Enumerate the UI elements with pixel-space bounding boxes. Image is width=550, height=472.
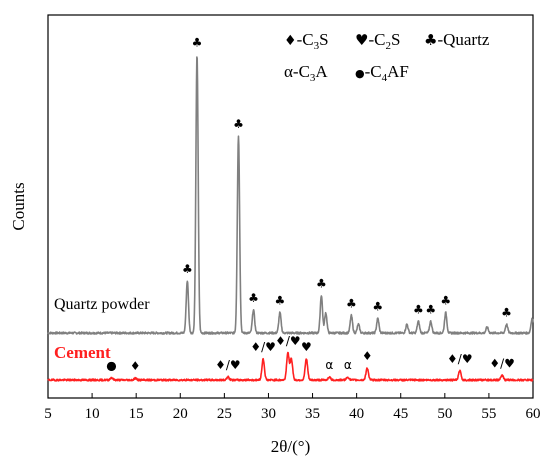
x-tick-label-15: 15 bbox=[129, 406, 144, 422]
peak-marker-cement-7: α bbox=[325, 358, 333, 372]
series-line-quartz-powder bbox=[47, 56, 534, 335]
peak-marker-quartz-powder-13: ♣ bbox=[440, 294, 451, 308]
series-line-cement bbox=[47, 351, 534, 382]
x-tick-label-10: 10 bbox=[85, 406, 100, 422]
x-tick-label-35: 35 bbox=[305, 406, 320, 422]
x-tick-label-40: 40 bbox=[349, 406, 364, 422]
series-label-cement: Cement bbox=[54, 343, 111, 362]
legend-entry-c3a: α-C3A bbox=[284, 62, 328, 84]
peak-marker-cement-1: ♦ bbox=[130, 359, 141, 373]
peak-marker-quartz-powder-7: ♣ bbox=[346, 297, 357, 311]
peak-marker-cement-11: ♦/♥ bbox=[489, 357, 515, 371]
legend-entry-c3s: ♦-C3S bbox=[284, 30, 329, 52]
x-axis-label: 2θ/(°) bbox=[271, 437, 311, 456]
x-tick-label-50: 50 bbox=[437, 406, 452, 422]
y-axis-label: Counts bbox=[9, 182, 28, 230]
peak-marker-quartz-powder-11: ♣ bbox=[413, 302, 424, 316]
plot-area: 5 10 15 20 25 30 35 40 45 50 55 60 2θ/(°) Counts Quart… bbox=[9, 14, 541, 456]
peak-marker-quartz-powder-12: ♣ bbox=[425, 302, 436, 316]
peak-marker-cement-9: ♦ bbox=[362, 349, 373, 363]
peak-marker-cement-8: α bbox=[344, 358, 352, 372]
peak-marker-cement-4: ♦/♥ bbox=[275, 334, 301, 348]
peak-marker-quartz-powder-4: ♣ bbox=[275, 294, 286, 308]
peak-marker-cement-2: ♦/♥ bbox=[215, 358, 241, 372]
x-tick-label-55: 55 bbox=[481, 406, 496, 422]
series-label-quartz-powder: Quartz powder bbox=[54, 296, 150, 313]
peak-marker-quartz-powder-5: ♣ bbox=[316, 276, 327, 290]
legend-entry-quartz: ♣-Quartz bbox=[424, 30, 490, 49]
peak-marker-quartz-powder-1: ♣ bbox=[192, 36, 203, 50]
peak-marker-quartz-powder-3: ♣ bbox=[248, 291, 259, 305]
peak-marker-quartz-powder-9: ♣ bbox=[372, 300, 383, 314]
peak-marker-quartz-powder-0: ♣ bbox=[182, 262, 193, 276]
legend: ♦-C3S ♥-C2S ♣-Quartz α-C3A ●-C4AF bbox=[284, 30, 490, 84]
legend-entry-c2s: ♥-C2S bbox=[355, 30, 400, 52]
peak-marker-cement-10: ♦/♥ bbox=[447, 352, 473, 366]
x-tick-label-20: 20 bbox=[173, 406, 188, 422]
plot-frame bbox=[47, 14, 534, 399]
x-tick-label-45: 45 bbox=[393, 406, 408, 422]
peak-marker-quartz-powder-15: ♣ bbox=[501, 305, 512, 319]
peak-marker-cement-6: ♥ bbox=[301, 340, 312, 354]
x-tick-label-25: 25 bbox=[217, 406, 232, 422]
x-tick-label-5: 5 bbox=[44, 406, 52, 422]
peak-marker-cement-3: ♦/♥ bbox=[250, 340, 276, 354]
peak-marker-quartz-powder-2: ♣ bbox=[233, 117, 244, 131]
legend-entry-c4af: ●-C4AF bbox=[355, 62, 409, 84]
x-tick-label-60: 60 bbox=[526, 406, 541, 422]
peak-marker-cement-0: ● bbox=[106, 359, 116, 373]
x-tick-label-30: 30 bbox=[261, 406, 276, 422]
